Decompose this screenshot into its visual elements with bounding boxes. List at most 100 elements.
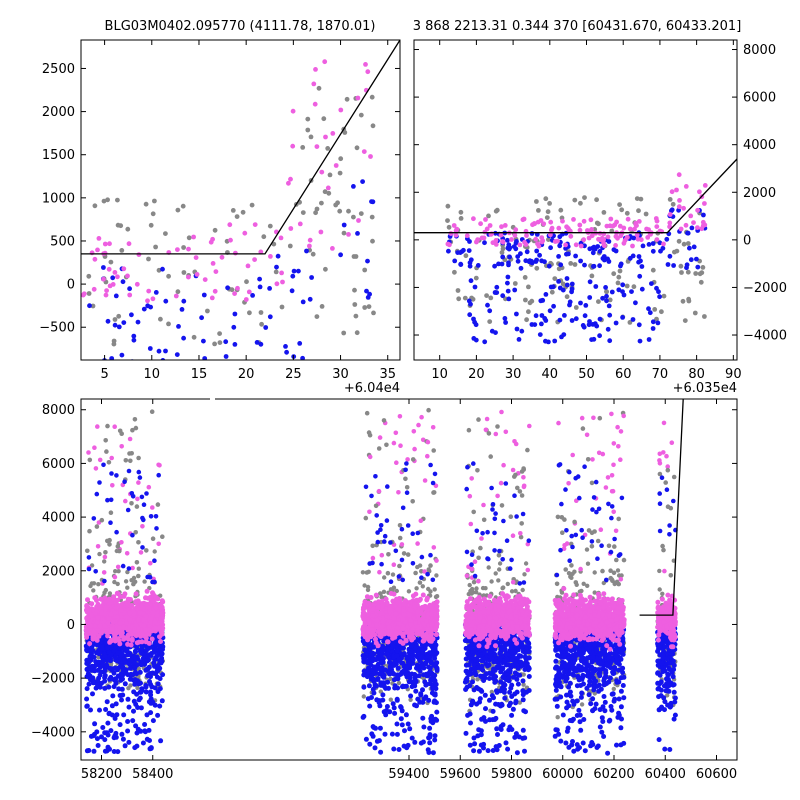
data-point <box>596 236 601 242</box>
data-point <box>539 321 544 327</box>
data-point <box>181 270 187 275</box>
data-point <box>363 515 369 521</box>
data-point <box>123 458 129 463</box>
data-point <box>367 741 373 747</box>
data-point <box>702 183 708 188</box>
data-point <box>158 738 164 744</box>
data-point <box>115 591 121 597</box>
data-point <box>655 320 661 326</box>
data-point <box>217 331 223 336</box>
data-point <box>494 284 500 290</box>
data-point <box>141 517 146 523</box>
data-point <box>116 569 121 574</box>
data-point <box>556 254 561 259</box>
data-point <box>454 226 460 232</box>
data-point <box>701 212 706 218</box>
data-point <box>326 190 332 196</box>
data-point <box>638 237 644 243</box>
data-point <box>102 623 108 629</box>
data-point <box>396 621 402 627</box>
data-point <box>109 703 115 709</box>
data-point <box>534 257 539 263</box>
data-point <box>175 289 181 295</box>
data-point <box>163 348 168 354</box>
data-point <box>280 279 285 285</box>
data-point <box>115 749 121 755</box>
data-point <box>84 748 90 754</box>
data-point <box>396 490 401 495</box>
data-point <box>425 453 430 459</box>
data-point <box>677 198 682 203</box>
data-point <box>405 654 411 660</box>
data-point <box>681 205 686 211</box>
data-point <box>88 707 93 713</box>
data-point <box>322 59 328 65</box>
data-point <box>296 268 301 274</box>
data-point <box>141 306 147 312</box>
data-point <box>523 242 529 247</box>
data-point <box>608 216 614 222</box>
data-point <box>88 648 94 654</box>
data-point <box>680 298 686 304</box>
data-point <box>514 311 519 317</box>
data-point <box>639 286 645 292</box>
data-point <box>360 631 366 637</box>
data-point <box>102 675 108 681</box>
data-point <box>138 705 144 711</box>
data-point <box>597 263 602 269</box>
data-point <box>125 719 131 724</box>
data-point <box>420 584 425 589</box>
data-point <box>258 341 264 347</box>
data-point <box>119 651 124 656</box>
data-point <box>428 552 433 558</box>
data-point <box>385 484 390 489</box>
data-point <box>149 644 155 650</box>
data-point <box>321 116 327 122</box>
data-point <box>412 702 418 708</box>
data-point <box>482 339 488 345</box>
data-point <box>369 214 375 220</box>
data-point <box>85 597 90 603</box>
data-point <box>310 251 316 257</box>
data-point <box>91 654 97 660</box>
y-tick-label: 6000 <box>743 91 776 106</box>
data-point <box>175 207 181 213</box>
data-point <box>685 269 691 275</box>
data-point <box>97 684 103 690</box>
data-point <box>150 610 156 616</box>
data-point <box>562 313 567 318</box>
data-point <box>86 566 92 572</box>
data-point <box>142 579 147 584</box>
data-point <box>110 619 116 625</box>
data-point <box>378 749 384 755</box>
data-point <box>590 250 596 256</box>
data-point <box>369 199 374 205</box>
data-point <box>386 685 391 691</box>
data-point <box>134 640 140 646</box>
data-point <box>300 210 306 216</box>
data-point <box>667 224 672 230</box>
data-point <box>587 295 593 300</box>
x-tick-label: 50 <box>578 367 595 382</box>
data-point <box>318 229 324 235</box>
data-point <box>120 563 126 569</box>
data-point <box>657 240 663 246</box>
data-point <box>395 685 401 691</box>
data-point <box>426 750 432 755</box>
data-point <box>375 539 381 545</box>
data-point <box>247 310 252 316</box>
data-point <box>370 686 376 692</box>
data-point <box>89 606 94 612</box>
data-point <box>494 207 500 213</box>
data-point <box>402 728 407 734</box>
data-point <box>393 675 399 681</box>
data-point <box>116 313 122 319</box>
data-point <box>355 231 360 236</box>
data-point <box>146 288 152 294</box>
data-point <box>427 725 433 731</box>
data-point <box>471 216 476 222</box>
data-point <box>287 243 293 249</box>
data-point <box>426 697 432 703</box>
data-point <box>136 480 141 485</box>
data-point <box>121 712 127 718</box>
